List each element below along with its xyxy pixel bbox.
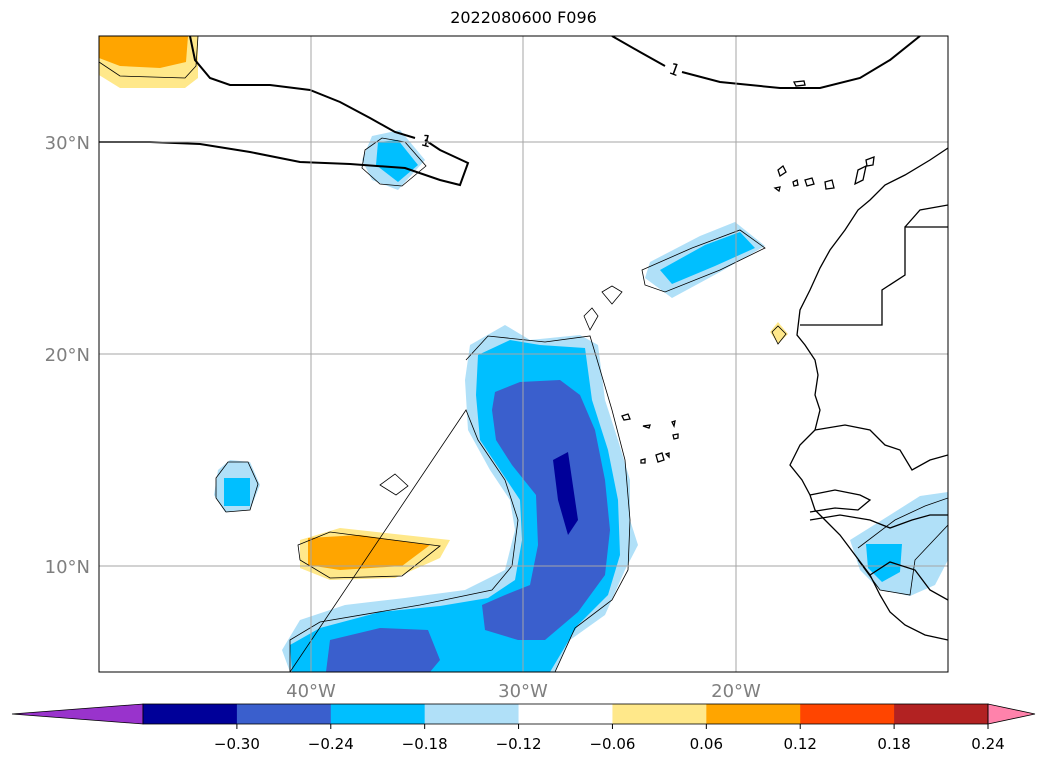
colorbar-segment — [518, 704, 613, 724]
lat-label-10n: 10°N — [45, 557, 90, 578]
lat-label-30n: 30°N — [45, 133, 90, 154]
colorbar-segment — [800, 704, 895, 724]
lon-label-20w: 20°W — [711, 681, 761, 702]
colorbar: −0.30 −0.24 −0.18 −0.12 −0.06 0.06 0.12 0.18 0.2… — [11, 703, 1036, 753]
colorbar-tick-label: −0.12 — [496, 735, 542, 753]
colorbar-tick-label: −0.18 — [402, 735, 448, 753]
lon-label-30w: 30°W — [498, 681, 548, 702]
colorbar-segment — [894, 704, 989, 724]
coastlines — [621, 80, 948, 641]
thin-contour-layer — [99, 36, 948, 672]
colorbar-segment — [236, 704, 332, 724]
map-area: 1 1 — [99, 36, 948, 672]
colorbar-extend-low — [11, 703, 144, 725]
colorbar-tick-label: −0.24 — [308, 735, 354, 753]
bold-contour-layer — [99, 36, 921, 187]
colorbar-segment — [612, 704, 707, 724]
colorbar-segment — [424, 704, 520, 724]
colorbar-extend-high — [987, 703, 1036, 725]
colorbar-tick-label: 0.06 — [690, 735, 723, 753]
colorbar-tick-label: 0.12 — [784, 735, 817, 753]
colorbar-tick-label: −0.30 — [214, 735, 260, 753]
map-title: 2022080600 F096 — [450, 8, 597, 27]
anomaly-fill-layer — [99, 36, 948, 672]
colorbar-tick-label: 0.18 — [877, 735, 910, 753]
contour-label: 1 — [419, 131, 434, 152]
colorbar-tick-label: 0.24 — [971, 735, 1004, 753]
lat-label-20n: 20°N — [45, 345, 90, 366]
colorbar-segment — [330, 704, 426, 724]
colorbar-tick-label: −0.06 — [589, 735, 635, 753]
colorbar-segment — [143, 704, 238, 724]
gridlines — [99, 36, 948, 672]
colorbar-frame — [142, 703, 989, 725]
map-frame — [98, 35, 949, 673]
colorbar-segment — [706, 704, 801, 724]
lon-label-40w: 40°W — [286, 681, 336, 702]
